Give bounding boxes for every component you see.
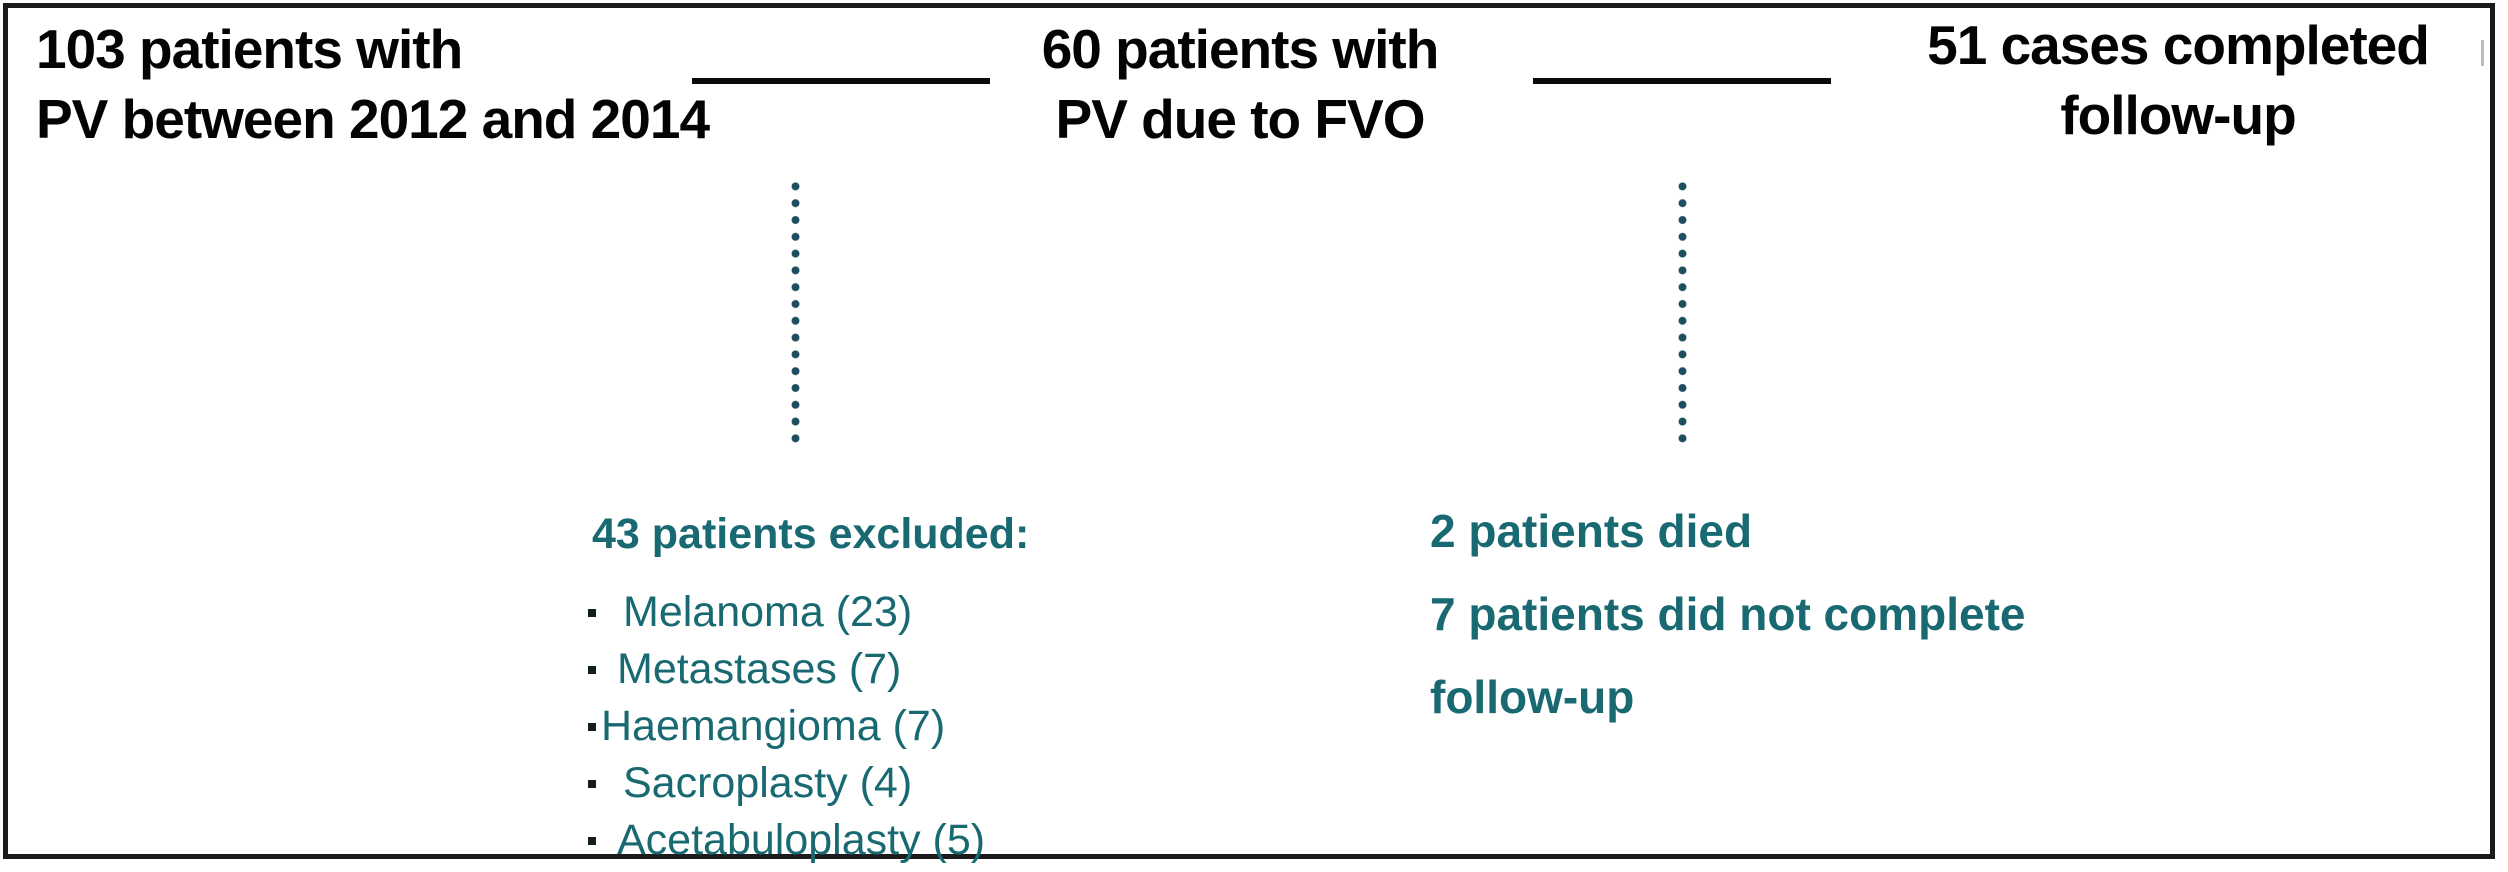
bullet-icon bbox=[588, 722, 596, 731]
list-item: Acetabuloplasty (5) bbox=[588, 812, 1029, 869]
figure-border bbox=[3, 3, 2495, 859]
list-item: Sacroplasty (4) bbox=[588, 755, 1029, 812]
scan-artifact-line bbox=[2481, 40, 2484, 66]
flow-node-initial-cohort: 103 patients with PV between 2012 and 20… bbox=[36, 14, 710, 154]
bullet-icon bbox=[588, 608, 596, 617]
list-item: Haemangioma (7) bbox=[588, 698, 1029, 755]
node-text-line: PV between 2012 and 2014 bbox=[36, 88, 710, 150]
branch-text-line: 7 patients did not complete bbox=[1430, 588, 2026, 640]
list-item-label: Metastases (7) bbox=[617, 645, 902, 693]
horizontal-connector-line-2 bbox=[1533, 78, 1831, 84]
flow-node-followup-cohort: 51 cases completed follow-up bbox=[1898, 10, 2458, 150]
branch-text-line: follow-up bbox=[1430, 671, 1635, 723]
bullet-icon bbox=[588, 836, 596, 845]
list-item-label: Sacroplasty (4) bbox=[623, 759, 913, 807]
node-text-line: follow-up bbox=[2060, 84, 2296, 146]
list-item: Metastases (7) bbox=[588, 641, 1029, 698]
excluded-patients-block: 43 patients excluded: Melanoma (23) Meta… bbox=[588, 512, 1029, 869]
lost-to-followup-block: 2 patients died 7 patients did not compl… bbox=[1430, 506, 2026, 755]
branch-text-line: 2 patients died bbox=[1430, 505, 1753, 557]
bullet-icon bbox=[588, 665, 596, 674]
list-item-label: Acetabuloplasty (5) bbox=[617, 816, 986, 864]
node-text-line: PV due to FVO bbox=[1055, 88, 1426, 150]
node-text-line: 103 patients with bbox=[36, 18, 463, 80]
excluded-heading: 43 patients excluded: bbox=[592, 510, 1030, 558]
node-text-line: 51 cases completed bbox=[1927, 14, 2430, 76]
bullet-icon bbox=[588, 779, 596, 788]
node-text-line: 60 patients with bbox=[1041, 18, 1440, 80]
list-item: Melanoma (23) bbox=[588, 584, 1029, 641]
list-item-label: Haemangioma (7) bbox=[601, 702, 946, 750]
flow-node-fvo-cohort: 60 patients with PV due to FVO bbox=[1015, 14, 1465, 154]
dotted-connector-right bbox=[1678, 178, 1687, 450]
list-item-label: Melanoma (23) bbox=[623, 588, 913, 636]
horizontal-connector-line-1 bbox=[692, 78, 990, 84]
dotted-connector-left bbox=[791, 178, 800, 450]
